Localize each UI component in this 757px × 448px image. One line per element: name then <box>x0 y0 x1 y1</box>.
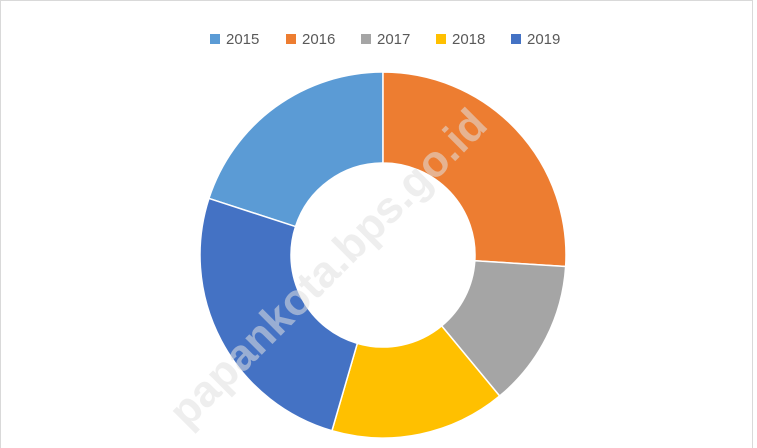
legend-label: 2015 <box>226 31 259 48</box>
legend-item: 2019 <box>511 31 560 48</box>
donut-slice <box>382 71 567 268</box>
legend-swatch <box>361 34 371 44</box>
legend-item: 2017 <box>361 31 410 48</box>
legend-swatch <box>511 34 521 44</box>
donut-slice <box>199 197 359 432</box>
legend-swatch <box>286 34 296 44</box>
legend-item: 2018 <box>436 31 485 48</box>
legend-swatch <box>210 34 220 44</box>
legend-label: 2017 <box>377 31 410 48</box>
legend-label: 2018 <box>452 31 485 48</box>
legend-item: 2015 <box>210 31 259 48</box>
donut-slice <box>208 71 384 228</box>
legend-item: 2016 <box>286 31 335 48</box>
legend-label: 2016 <box>302 31 335 48</box>
legend-swatch <box>436 34 446 44</box>
legend-label: 2019 <box>527 31 560 48</box>
